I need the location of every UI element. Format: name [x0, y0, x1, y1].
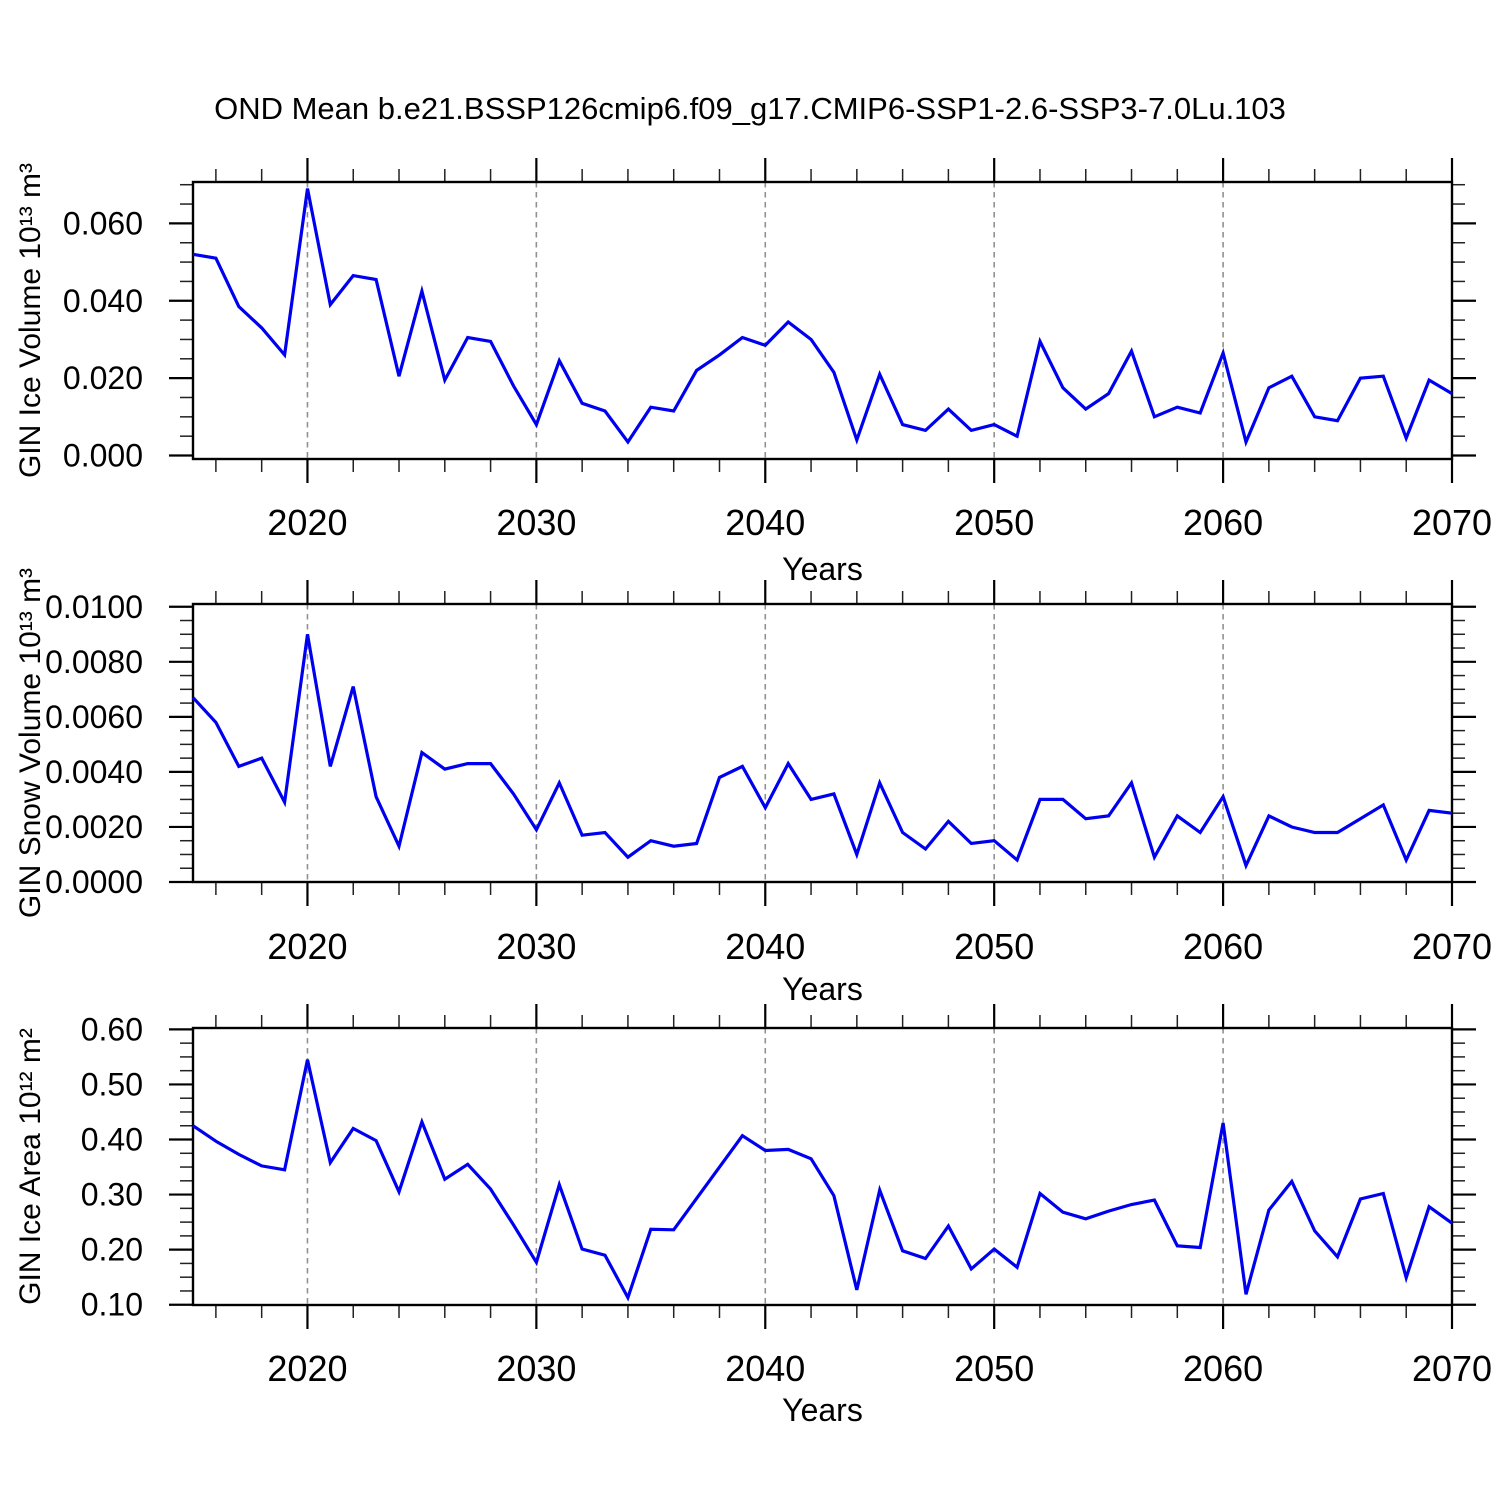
y-tick-label: 0.10	[81, 1287, 143, 1323]
x-tick-label: 2060	[1183, 926, 1263, 967]
panel-gin-ice-volume: 0.000 0.020 0.040 0.060 2020 2030 2040 2050 2060…	[14, 158, 1492, 587]
y-tick-label: 0.0000	[45, 864, 143, 900]
y-tick-label: 0.020	[63, 360, 143, 396]
x-tick-label: 2060	[1183, 1348, 1263, 1389]
x-tick-label: 2020	[267, 926, 347, 967]
y-tick-label: 0.040	[63, 283, 143, 319]
x-tick-label: 2070	[1412, 502, 1492, 543]
x-tick-label: 2030	[496, 1348, 576, 1389]
y-axis-title: GIN Snow Volume 10¹³ m³	[14, 568, 47, 918]
x-axis-title: Years	[782, 1392, 863, 1428]
ticks-gin-ice-area	[169, 1004, 1476, 1329]
y-tick-label: 0.0080	[45, 644, 143, 680]
x-tick-label: 2030	[496, 502, 576, 543]
gridlines-gin-ice-volume	[306, 182, 1224, 459]
y-tick-label: 0.60	[81, 1011, 143, 1047]
gridlines-gin-snow-volume	[306, 604, 1224, 882]
x-axis-title: Years	[782, 971, 863, 1007]
x-tick-label: 2050	[954, 502, 1034, 543]
labels-gin-snow-volume: 0.0000 0.0020 0.0040 0.0060 0.0080 0.0100 2020…	[14, 568, 1492, 1007]
y-tick-label: 0.0040	[45, 754, 143, 790]
x-tick-label: 2020	[267, 1348, 347, 1389]
figure-title: OND Mean b.e21.BSSP126cmip6.f09_g17.CMIP…	[214, 91, 1286, 126]
y-tick-label: 0.0100	[45, 589, 143, 625]
panel-gin-ice-area: 0.10 0.20 0.30 0.40 0.50 0.60 2020 2030 2040 2050…	[14, 1004, 1492, 1428]
y-tick-label: 0.0060	[45, 699, 143, 735]
x-tick-label: 2040	[725, 502, 805, 543]
x-axis-title: Years	[782, 551, 863, 587]
x-tick-label: 2070	[1412, 1348, 1492, 1389]
x-tick-label: 2050	[954, 926, 1034, 967]
labels-gin-ice-area: 0.10 0.20 0.30 0.40 0.50 0.60 2020 2030 2040 2050…	[14, 1011, 1492, 1428]
gridlines-gin-ice-area	[306, 1028, 1224, 1305]
series-line-gin-snow-volume	[191, 634, 1453, 870]
panel-gin-snow-volume: 0.0000 0.0020 0.0040 0.0060 0.0080 0.0100 2020…	[14, 568, 1492, 1007]
series-line-gin-ice-area	[192, 1059, 1453, 1302]
plot-border	[191, 602, 1454, 884]
y-axis-title: GIN Ice Volume 10¹³ m³	[14, 163, 47, 478]
y-axis-title: GIN Ice Area 10¹² m²	[14, 1028, 47, 1305]
x-tick-label: 2060	[1183, 502, 1263, 543]
y-tick-label: 0.000	[63, 438, 143, 474]
ticks-gin-ice-volume	[169, 158, 1476, 483]
y-tick-label: 0.060	[63, 205, 143, 241]
labels-gin-ice-volume: 0.000 0.020 0.040 0.060 2020 2030 2040 2050 2060…	[14, 163, 1492, 587]
x-tick-label: 2070	[1412, 926, 1492, 967]
x-tick-label: 2040	[725, 926, 805, 967]
y-tick-label: 0.40	[81, 1122, 143, 1158]
x-tick-label: 2020	[267, 502, 347, 543]
plot-border	[191, 180, 1454, 461]
x-tick-label: 2030	[496, 926, 576, 967]
x-tick-label: 2040	[725, 1348, 805, 1389]
x-tick-label: 2050	[954, 1348, 1034, 1389]
y-tick-label: 0.50	[81, 1066, 143, 1102]
plot-border	[191, 1026, 1454, 1307]
y-tick-label: 0.30	[81, 1177, 143, 1213]
series-line-gin-ice-volume	[192, 188, 1453, 447]
y-tick-label: 0.20	[81, 1232, 143, 1268]
ticks-gin-snow-volume	[169, 580, 1476, 906]
y-tick-label: 0.0020	[45, 809, 143, 845]
